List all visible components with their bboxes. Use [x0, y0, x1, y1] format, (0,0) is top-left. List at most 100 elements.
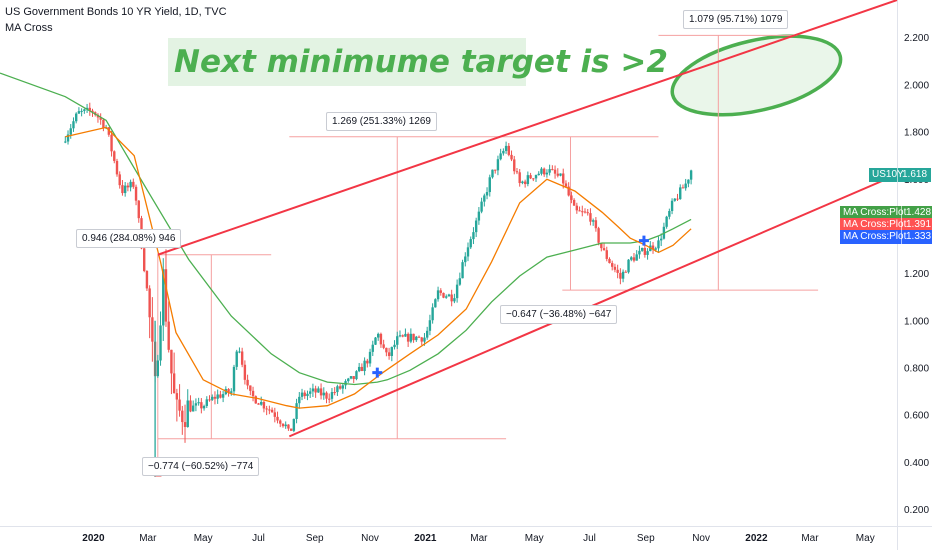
candle-body — [390, 347, 394, 356]
candle-body — [268, 409, 271, 411]
candle-body — [126, 185, 130, 188]
candle-body — [189, 400, 192, 412]
indicator-label[interactable]: MA Cross — [5, 22, 53, 34]
candle-body — [665, 216, 668, 227]
candle-body — [586, 212, 589, 214]
candle-body — [496, 159, 500, 171]
candle-body — [439, 290, 442, 293]
measure-label-drop: −0.774 (−60.52%) −774 — [142, 457, 260, 476]
candle-body — [570, 195, 573, 200]
candle-body — [360, 366, 364, 372]
candle-body — [450, 294, 453, 302]
candle-body — [202, 405, 206, 409]
candle-body — [300, 392, 304, 397]
candle-body — [240, 351, 244, 365]
candle-body — [66, 134, 70, 142]
candle-body — [262, 402, 266, 409]
candle-body — [502, 150, 505, 154]
ma-long-line — [0, 72, 692, 386]
x-tick-label: Nov — [361, 533, 379, 544]
candle-body — [442, 292, 445, 298]
candle-body — [341, 385, 345, 389]
candle-body — [537, 173, 540, 176]
candle-body — [137, 200, 140, 219]
candle-body — [172, 373, 176, 394]
candle-body — [597, 228, 600, 243]
candle-body — [564, 183, 568, 187]
candle-body — [526, 175, 530, 185]
candle-body — [480, 201, 483, 212]
price-tag-1[interactable]: MA Cross:Plot1.428 — [840, 206, 932, 221]
candle-body — [347, 378, 350, 382]
candle-body — [529, 175, 532, 179]
candle-body — [640, 247, 644, 251]
candle-body — [455, 284, 459, 299]
candle-body — [287, 424, 290, 429]
ma-cross-marker — [372, 367, 383, 378]
candle-body — [273, 412, 277, 417]
price-tag-3[interactable]: MA Cross:Plot1.333 — [840, 230, 932, 245]
x-tick-label: Jul — [583, 533, 596, 544]
candle-body — [445, 296, 448, 298]
candle-body — [371, 344, 374, 352]
candle-body — [230, 391, 233, 393]
candle-body — [670, 200, 674, 212]
y-tick-label: 1.200 — [904, 269, 929, 280]
candle-body — [518, 172, 521, 184]
candle-body — [148, 288, 151, 318]
candle-body — [477, 211, 481, 221]
ma-short-line — [65, 126, 692, 409]
candle-body — [306, 393, 309, 397]
candle-body — [494, 169, 497, 171]
candle-body — [385, 347, 388, 353]
candle-body — [325, 392, 328, 399]
candle-body — [434, 299, 437, 308]
x-tick-label: May — [194, 533, 213, 544]
banner-text: Next minimume target is >2 — [174, 44, 668, 80]
candle-body — [515, 171, 519, 173]
candle-body — [143, 248, 146, 271]
candle-body — [401, 335, 404, 337]
candle-body — [689, 170, 693, 180]
candle-body — [178, 399, 181, 411]
candle-body — [77, 111, 81, 114]
candle-body — [504, 145, 508, 151]
candle-body — [211, 396, 214, 400]
candle-body — [627, 259, 630, 273]
candle-body — [159, 325, 162, 361]
candle-body — [284, 424, 287, 427]
candle-body — [398, 335, 402, 337]
measure-label-rally1: 0.946 (284.08%) 946 — [76, 229, 182, 248]
candle-body — [279, 420, 282, 424]
candle-body — [382, 344, 385, 348]
candle-body — [243, 364, 247, 380]
candle-body — [216, 394, 219, 399]
candle-body — [553, 169, 557, 174]
candle-body — [328, 398, 331, 400]
candle-body — [80, 110, 83, 112]
candle-body — [461, 262, 464, 279]
candle-body — [562, 173, 565, 184]
candle-body — [227, 389, 230, 393]
candle-body — [170, 349, 173, 374]
candle-body — [194, 403, 198, 406]
candle-body — [540, 168, 543, 174]
candle-body — [377, 333, 380, 338]
candle-body — [352, 376, 355, 380]
candle-body — [611, 263, 614, 267]
price-tag-0[interactable]: US10Y1.618 — [869, 168, 932, 183]
price-tag-2[interactable]: MA Cross:Plot1.391 — [840, 218, 932, 233]
price-tag-value: 1.618 — [897, 168, 931, 183]
y-tick-label: 0.200 — [904, 505, 929, 516]
candle-body — [513, 159, 516, 172]
candle-body — [336, 386, 339, 393]
candle-body — [387, 352, 391, 356]
candle-body — [425, 330, 429, 338]
measure-label-target: 1.079 (95.71%) 1079 — [683, 10, 789, 29]
candle-body — [249, 385, 252, 391]
candle-body — [132, 181, 135, 187]
candle-body — [72, 121, 75, 129]
candle-body — [575, 205, 579, 211]
candle-body — [423, 337, 426, 342]
